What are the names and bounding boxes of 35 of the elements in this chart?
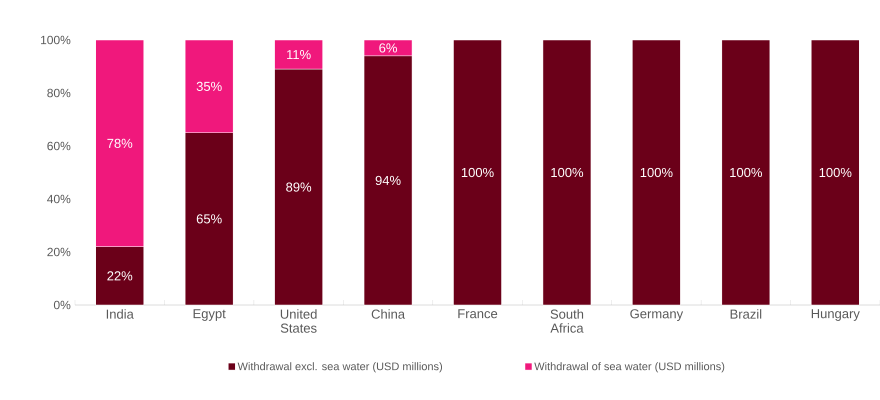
y-tick-label: 100%: [41, 36, 70, 44]
x-tick-label: United States: [280, 309, 317, 333]
legend-label: Withdrawal excl. sea water (USD millions): [238, 362, 442, 372]
legend-label: Withdrawal of sea water (USD millions): [534, 362, 724, 372]
bar: [722, 40, 770, 306]
x-tick-label: Germany: [630, 309, 684, 321]
y-tick-label: 40%: [47, 194, 70, 204]
data-label: 100%: [730, 168, 762, 178]
data-label: 6%: [379, 43, 397, 53]
x-tick-label: Egypt: [194, 309, 226, 321]
x-tick-label: France: [458, 309, 498, 318]
y-tick-label: 60%: [47, 142, 70, 150]
bar: [542, 40, 592, 306]
bar: [811, 40, 860, 306]
data-label: 22%: [107, 271, 132, 280]
data-label: 94%: [376, 176, 401, 186]
data-label: 100%: [640, 168, 673, 178]
data-label: 35%: [196, 82, 222, 91]
x-tick-label: China: [372, 309, 406, 319]
x-tick-label: Hungary: [812, 309, 860, 321]
data-label: 65%: [196, 214, 222, 224]
x-tick-label: Brazil: [730, 309, 762, 319]
y-tick-label: 80%: [47, 88, 70, 98]
data-label: 100%: [462, 168, 494, 178]
bar: [632, 40, 681, 306]
x-tick-label: India: [106, 309, 134, 319]
y-tick-label: 0%: [54, 300, 70, 310]
y-tick-label: 20%: [47, 248, 70, 256]
data-label: 11%: [287, 50, 311, 60]
x-tick-label: South Africa: [550, 309, 584, 333]
data-label: 89%: [286, 182, 312, 192]
bar: [453, 40, 502, 306]
data-label: 100%: [820, 168, 852, 178]
data-label: 78%: [107, 138, 132, 148]
data-label: 100%: [551, 168, 584, 178]
